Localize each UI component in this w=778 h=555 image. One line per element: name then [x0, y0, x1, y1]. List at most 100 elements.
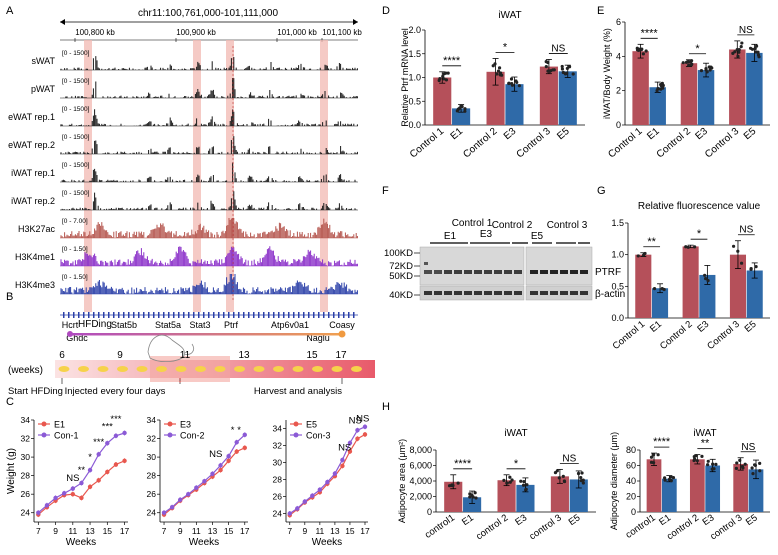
y-tick-label: 26 — [21, 489, 31, 499]
category-label: E1 — [645, 126, 662, 143]
category-label: E5 — [567, 512, 583, 528]
hfding-end-dot — [338, 330, 346, 338]
data-point — [656, 453, 660, 457]
significance-label: * — [697, 228, 702, 240]
coordinate-label: 101,100 kb — [322, 28, 362, 37]
gene-exon — [318, 312, 320, 318]
data-point — [735, 461, 739, 465]
data-point — [712, 467, 716, 471]
significance-label: **** — [653, 436, 671, 448]
gene-exon — [263, 312, 265, 318]
data-point — [508, 480, 512, 484]
x-tick-label: 13 — [85, 526, 95, 536]
panel-label-e: E — [597, 5, 604, 17]
category-label: E5 — [744, 512, 760, 528]
bar — [646, 459, 662, 512]
data-point — [636, 254, 640, 258]
data-point — [521, 483, 526, 487]
gene-exon — [103, 312, 105, 318]
ptrf-band — [434, 270, 442, 274]
data-point — [694, 454, 698, 458]
data-point — [218, 467, 223, 473]
gene-label: Naglu — [306, 333, 330, 343]
category-label: E3 — [694, 126, 711, 143]
data-point — [474, 496, 478, 500]
data-point — [739, 261, 744, 265]
significance-label: *** — [110, 414, 121, 425]
significance-label: NS — [741, 442, 755, 453]
data-point — [561, 70, 565, 75]
y-tick-label: 34 — [21, 415, 31, 425]
data-point — [709, 65, 713, 69]
data-point — [739, 45, 743, 49]
x-axis-label: Weeks — [312, 537, 342, 548]
gene-exon — [193, 312, 195, 318]
data-point — [340, 457, 345, 463]
bar — [746, 52, 763, 125]
timeline-day-dot — [97, 366, 109, 372]
gene-exon — [228, 312, 230, 318]
data-point — [510, 478, 514, 482]
gene-exon — [343, 312, 345, 318]
bar — [486, 71, 505, 125]
chart-title: iWAT — [498, 10, 521, 21]
data-point — [711, 462, 715, 466]
data-point — [113, 462, 119, 467]
data-point — [684, 60, 689, 64]
x-tick-label: 11 — [192, 526, 201, 536]
data-point — [560, 67, 565, 71]
week-number: 11 — [180, 350, 191, 361]
ptrf-band — [530, 270, 538, 274]
significance-label: **** — [641, 27, 659, 39]
ptrf-band — [444, 270, 452, 274]
category-label: Control 3 — [705, 319, 742, 352]
data-point — [750, 47, 755, 51]
lane-group-label: E1 — [444, 231, 457, 242]
data-point — [557, 476, 561, 480]
track-name: sWAT — [32, 56, 56, 66]
gene-exon — [353, 312, 355, 318]
y-axis-label: Relative Ptrf mRNA level — [400, 28, 410, 127]
category-label: Control 2 — [461, 126, 499, 161]
data-point — [524, 487, 528, 491]
signal-track — [60, 109, 358, 126]
x-tick-label: 7 — [36, 526, 41, 536]
series-line — [163, 434, 246, 514]
timeline-day-dot — [234, 366, 245, 372]
actin-band — [464, 291, 472, 295]
data-point — [202, 479, 207, 484]
data-point — [186, 491, 191, 497]
lane-group-label: Control 2 — [492, 220, 533, 231]
significance-label: NS — [739, 25, 753, 36]
signal-track — [61, 162, 357, 182]
data-point — [295, 506, 300, 511]
significance-label: * — [514, 458, 519, 470]
actin-band — [444, 291, 452, 295]
gene-exon — [153, 312, 155, 318]
data-point — [731, 51, 735, 55]
bar — [632, 51, 649, 125]
data-point — [749, 267, 753, 271]
signal-track — [60, 274, 358, 294]
signal-track — [60, 136, 358, 154]
gene-label: Stat3 — [189, 320, 210, 330]
y-tick-label: 0 — [616, 120, 621, 130]
data-point — [561, 474, 565, 479]
bar — [746, 270, 763, 318]
data-point — [704, 276, 708, 281]
timeline-day-dot — [312, 366, 323, 372]
hfding-bar — [70, 333, 342, 336]
data-point — [753, 46, 757, 51]
data-point — [736, 54, 740, 58]
data-point — [522, 480, 526, 484]
y-axis-label: Weight (g) — [6, 448, 17, 494]
y-tick-label: 1.0 — [408, 73, 421, 83]
gene-exon — [213, 312, 215, 318]
hfding-label: HFDing — [78, 319, 112, 330]
data-point — [750, 466, 754, 470]
x-tick-label: 9 — [53, 526, 58, 536]
data-point — [703, 273, 707, 277]
actin-band — [484, 291, 492, 295]
legend-label: E5 — [306, 420, 317, 430]
gene-label: Ghdc — [66, 333, 88, 343]
